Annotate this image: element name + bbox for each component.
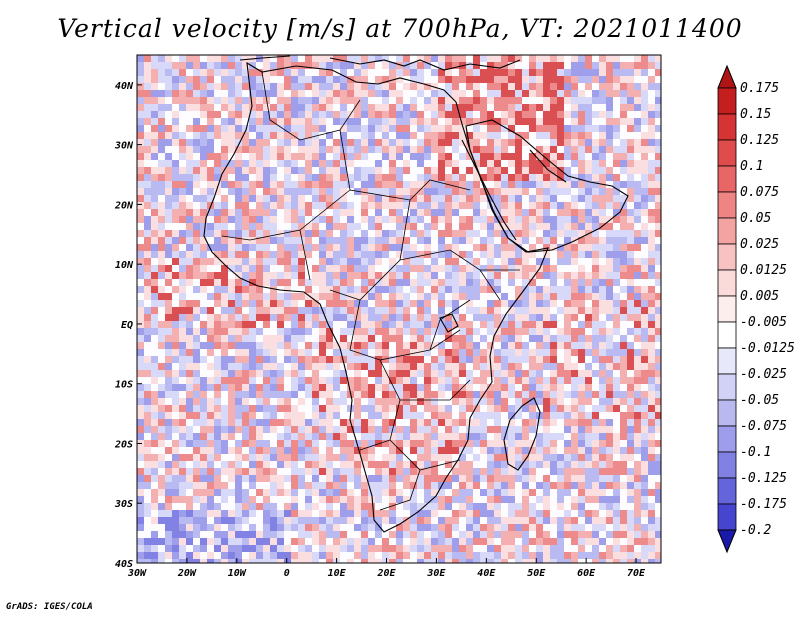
- colorbar-segment: [717, 503, 737, 531]
- lon-tick-label: 0: [284, 568, 290, 579]
- red-sea: [461, 139, 517, 241]
- colorbar-segment: [717, 451, 737, 479]
- lon-tick-label: 30W: [127, 568, 147, 579]
- persian-gulf: [529, 149, 567, 183]
- lon-tick-label: 40E: [477, 568, 496, 579]
- colorbar-segment: [717, 269, 737, 297]
- lon-tick-label: 10W: [228, 568, 247, 579]
- colorbar-level-label: -0.0125: [740, 341, 795, 356]
- colorbar-top-arrow: [717, 64, 737, 89]
- lake-victoria: [439, 313, 459, 333]
- colorbar-segment: [717, 87, 737, 115]
- colorbar-segment: [717, 477, 737, 505]
- colorbar-bottom-arrow: [717, 529, 737, 554]
- colorbar-level-label: 0.1: [740, 159, 763, 174]
- africa-outline: [203, 61, 549, 533]
- lat-tick-label: 10N: [115, 260, 134, 271]
- colorbar-segment: [717, 295, 737, 323]
- colorbar-segment: [717, 243, 737, 271]
- map-title: Vertical velocity [m/s] at 700hPa, VT: 2…: [57, 14, 743, 43]
- europe-coast: [239, 55, 521, 71]
- colorbar-level-label: 0.025: [740, 237, 779, 252]
- lon-tick-label: 20W: [177, 568, 197, 579]
- lat-tick-label: 30N: [114, 141, 134, 152]
- lon-tick-label: 70E: [627, 568, 646, 579]
- plot-frame: [136, 54, 662, 564]
- colorbar-segment: [717, 139, 737, 167]
- colorbar-level-label: 0.125: [740, 133, 779, 148]
- arabia-outline: [465, 119, 629, 253]
- colorbar-level-label: 0.05: [740, 211, 771, 226]
- colorbar: 0.175 0.15 0.125 0.1 0.075 0.05 0.025 0.0125 0.0…: [717, 64, 795, 554]
- colorbar-level-label: 0.0125: [740, 263, 787, 278]
- lon-tick-label: 20E: [376, 568, 396, 579]
- lat-tick-label: 10S: [115, 380, 133, 391]
- lat-tick-label: 40N: [115, 81, 134, 92]
- lat-tick-label: 30S: [114, 499, 133, 510]
- colorbar-level-label: 0.15: [740, 107, 771, 122]
- lon-tick-label: 60E: [577, 568, 596, 579]
- border-lines: [221, 71, 520, 511]
- madagascar-outline: [503, 397, 541, 471]
- colorbar-segment: [717, 165, 737, 193]
- colorbar-segment: [717, 321, 737, 349]
- colorbar-level-label: -0.2: [740, 523, 771, 538]
- colorbar-level-label: -0.025: [740, 367, 787, 382]
- colorbar-level-label: 0.175: [740, 81, 779, 96]
- lat-tick-label: 40S: [115, 559, 133, 570]
- colorbar-segment: [717, 217, 737, 245]
- grads-credit: GrADS: IGES/COLA: [6, 602, 93, 612]
- colorbar-level-label: 0.005: [740, 289, 779, 304]
- lat-tick-label: EQ: [121, 320, 133, 331]
- lat-tick-label: 20N: [114, 200, 134, 211]
- lon-tick-label: 30E: [426, 568, 446, 579]
- colorbar-segment: [717, 191, 737, 219]
- colorbar-segment: [717, 347, 737, 375]
- colorbar-level-label: -0.005: [740, 315, 787, 330]
- lat-tick-label: 20S: [114, 439, 133, 450]
- vertical-velocity-field: [137, 55, 661, 563]
- axes: 30W 20W 10W 0 10E 20E 30E 40E 50E 60E 70E 40N 30N 20N…: [114, 81, 646, 579]
- colorbar-segment: [717, 373, 737, 401]
- colorbar-segment: [717, 425, 737, 453]
- colorbar-level-label: -0.075: [740, 419, 787, 434]
- lon-tick-label: 10E: [328, 568, 347, 579]
- colorbar-segment: [717, 113, 737, 141]
- colorbar-level-label: -0.175: [740, 497, 787, 512]
- colorbar-segment: [717, 399, 737, 427]
- colorbar-level-label: -0.125: [740, 471, 787, 486]
- lon-tick-label: 50E: [527, 568, 546, 579]
- coastlines-and-borders: [203, 55, 629, 533]
- colorbar-level-label: -0.05: [740, 393, 779, 408]
- colorbar-level-label: -0.1: [740, 445, 771, 460]
- colorbar-level-label: 0.075: [740, 185, 779, 200]
